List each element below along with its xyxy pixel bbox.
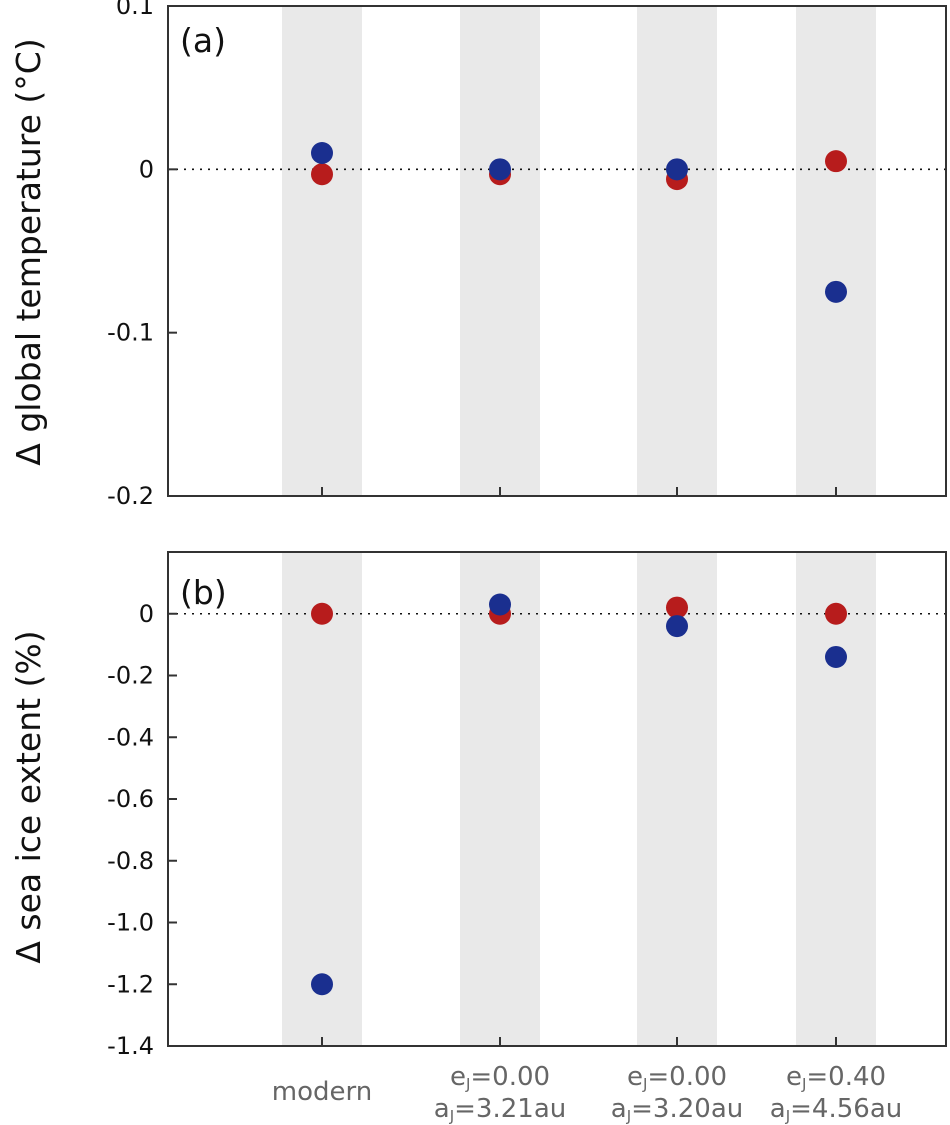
x-category-3-line1: eJ=0.00	[627, 1062, 727, 1093]
y-tick-label-b-2: -0.4	[107, 723, 154, 751]
point-b-red-2	[666, 596, 688, 619]
y-tick-label-a-3: -0.2	[107, 482, 154, 510]
point-b-blue-3	[825, 645, 847, 668]
y-tick-label-b-5: -1.0	[107, 909, 154, 937]
y-tick-label-b-4: -0.8	[107, 847, 154, 875]
plot-frame-a	[167, 5, 947, 497]
y-tick-label-a-1: 0	[139, 155, 154, 183]
category-band-a-0	[282, 6, 362, 496]
category-band-a-1	[460, 6, 540, 496]
point-a-blue-1	[489, 158, 511, 181]
y-tick-label-a-0: 0.1	[116, 0, 154, 20]
point-b-blue-2	[666, 615, 688, 638]
panel-label-a: (a)	[180, 21, 226, 60]
y-tick-label-b-3: -0.6	[107, 785, 154, 813]
category-band-a-2	[637, 6, 717, 496]
y-tick-label-a-2: -0.1	[107, 319, 154, 347]
x-category-4-line1: eJ=0.40	[786, 1062, 886, 1093]
point-a-blue-0	[311, 142, 333, 164]
point-a-red-0	[311, 163, 333, 186]
panel-b: 0 -0.2 -0.4 -0.6 -0.8 -1.0 -1.2 -1.4	[107, 551, 947, 1060]
point-a-blue-2	[666, 158, 688, 181]
y-tick-label-b-0: 0	[139, 600, 154, 628]
y-axis-label-a: Δ global temperature (°C)	[9, 38, 48, 465]
category-band-a-3	[796, 6, 876, 496]
y-tick-label-b-1: -0.2	[107, 662, 154, 690]
point-b-blue-1	[489, 593, 511, 616]
y-tick-label-b-6: -1.2	[107, 970, 154, 998]
y-axis-label-b: Δ sea ice extent (%)	[9, 630, 48, 963]
y-tick-label-b-7: -1.4	[107, 1032, 154, 1060]
point-b-red-3	[825, 602, 847, 625]
x-category-2-line2: aJ=3.21au	[434, 1094, 566, 1125]
x-category-2-line1: eJ=0.00	[450, 1062, 550, 1093]
x-category-3-line2: aJ=3.20au	[611, 1094, 743, 1125]
point-b-red-0	[311, 602, 333, 625]
x-category-modern: modern	[272, 1077, 372, 1107]
category-band-b-3	[796, 552, 876, 1046]
panel-label-b: (b)	[180, 573, 227, 612]
category-band-b-0	[282, 552, 362, 1046]
point-a-red-3	[825, 150, 847, 173]
category-band-b-1	[460, 552, 540, 1046]
point-a-blue-3	[825, 280, 847, 303]
x-category-4-line2: aJ=4.56au	[770, 1094, 902, 1125]
panel-a: 0.1 0 -0.1 -0.2	[107, 0, 947, 510]
point-b-blue-0	[311, 973, 333, 996]
